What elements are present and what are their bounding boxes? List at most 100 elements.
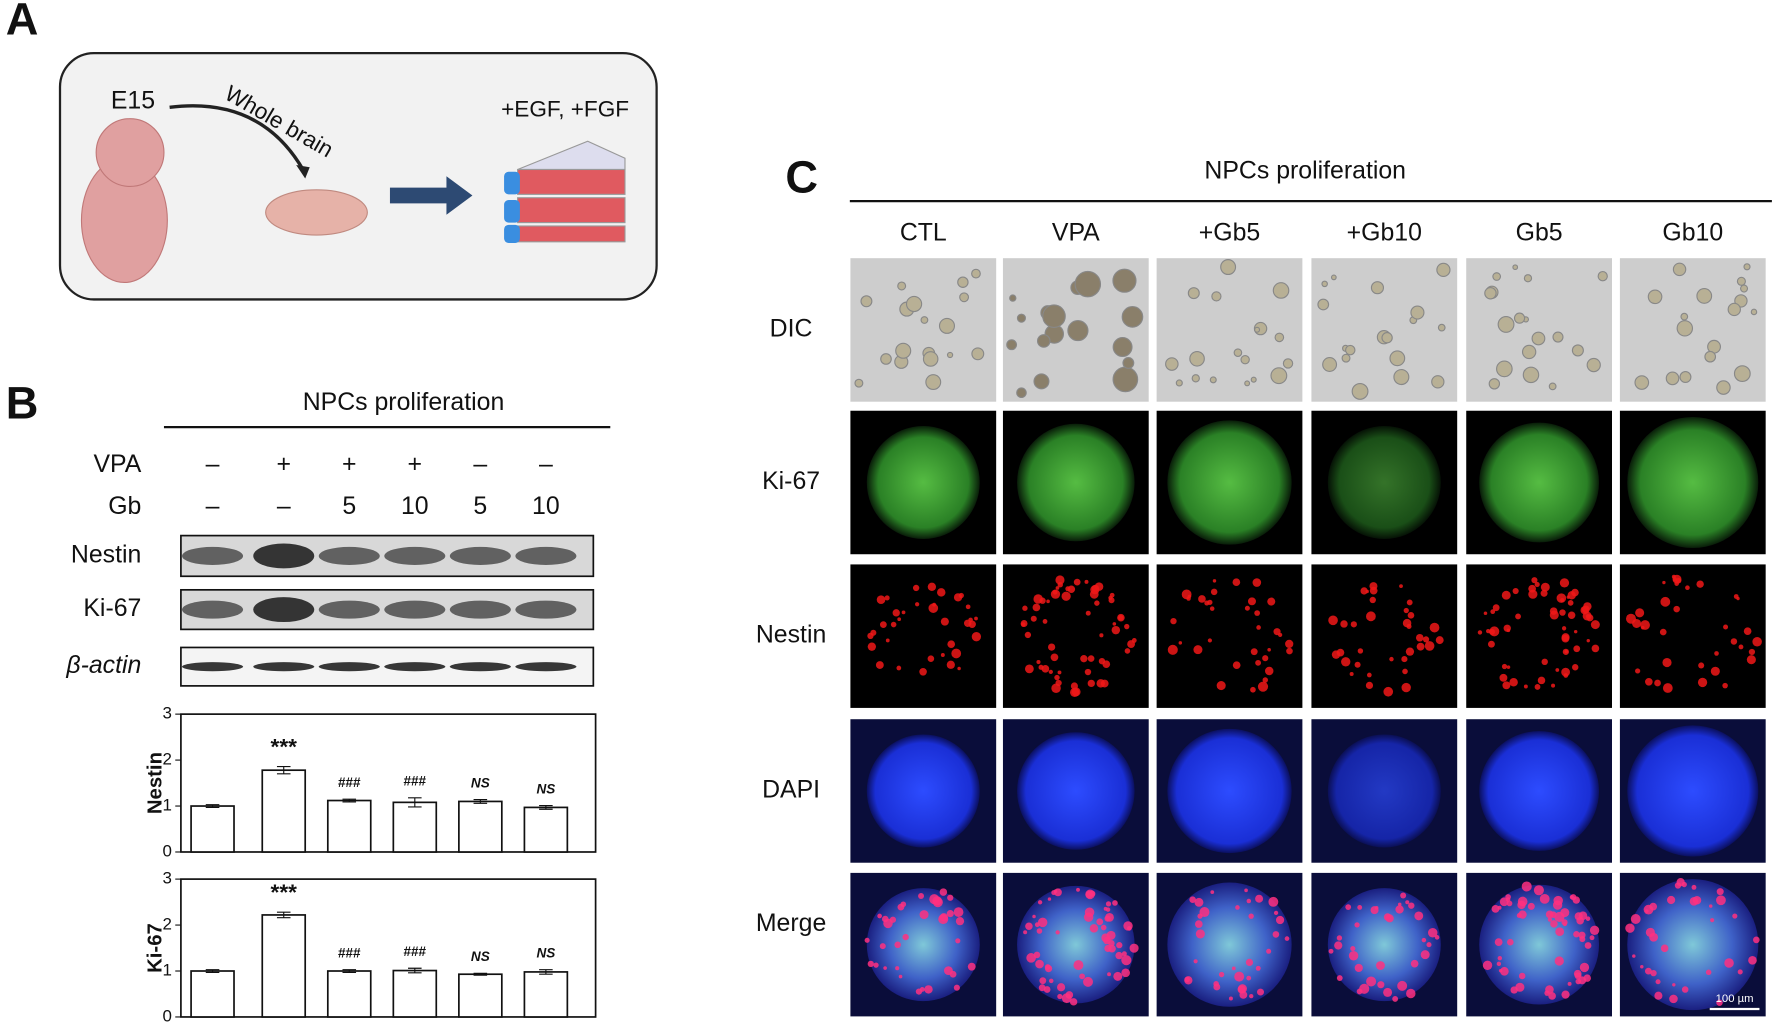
nucleus: [1497, 955, 1503, 961]
cell: [1042, 304, 1066, 329]
nucleus: [1195, 920, 1203, 928]
nucleus: [1722, 682, 1728, 689]
nucleus: [1328, 948, 1334, 954]
nucleus: [1336, 975, 1343, 981]
bar: [190, 970, 235, 1018]
nucleus: [1560, 908, 1570, 918]
nucleus: [919, 910, 929, 920]
nucleus: [1273, 910, 1279, 916]
nucleus: [1681, 986, 1689, 993]
nucleus: [1080, 655, 1088, 663]
nucleus: [1746, 655, 1756, 665]
micrograph: [1310, 718, 1459, 864]
nucleus: [1244, 888, 1248, 893]
cell: [946, 351, 954, 359]
nucleus: [1654, 679, 1661, 687]
sphere: [1627, 879, 1759, 1011]
nucleus: [1053, 889, 1058, 893]
nucleus: [1112, 622, 1117, 626]
nucleus: [919, 987, 925, 992]
nucleus: [1753, 936, 1760, 944]
nucleus: [1635, 608, 1645, 618]
nucleus: [1284, 936, 1290, 941]
nucleus: [1275, 915, 1285, 925]
nucleus: [1198, 595, 1206, 603]
bar: [326, 970, 372, 1018]
row-label: Merge: [756, 910, 826, 937]
nucleus: [1043, 986, 1051, 993]
significance-label: ***: [271, 880, 298, 905]
nucleus: [918, 893, 925, 900]
nucleus: [1112, 900, 1118, 906]
cell: [1009, 294, 1017, 302]
nucleus: [1691, 884, 1697, 890]
nucleus: [1571, 588, 1579, 597]
row-label: Ki-67: [762, 468, 820, 495]
nucleus: [1732, 913, 1738, 919]
nucleus: [1420, 950, 1430, 960]
cell: [880, 353, 892, 365]
cell: [1393, 369, 1410, 386]
sphere: [1479, 731, 1600, 851]
sphere: [1017, 423, 1135, 542]
nucleus: [1578, 931, 1586, 939]
nucleus: [1272, 931, 1280, 938]
nucleus: [1389, 656, 1394, 662]
nucleus: [1267, 647, 1271, 652]
nucleus: [1403, 607, 1409, 614]
nucleus: [1531, 577, 1538, 584]
nucleus: [1067, 585, 1076, 594]
flask-stack: [504, 140, 626, 243]
nucleus: [1723, 624, 1729, 630]
panel-title: NPCs proliferation: [1204, 157, 1406, 184]
nucleus: [1427, 927, 1438, 938]
nucleus: [870, 629, 877, 636]
cell: [1410, 305, 1425, 320]
cell: [1680, 312, 1689, 321]
treatment-label: 5: [473, 493, 487, 520]
nucleus: [1527, 902, 1535, 910]
micrograph: [1618, 563, 1767, 710]
nucleus: [883, 966, 887, 970]
cell: [1436, 262, 1451, 277]
nucleus: [1724, 958, 1734, 968]
nucleus: [883, 918, 893, 929]
nucleus: [1632, 954, 1636, 958]
y-tick-label: 3: [162, 869, 171, 888]
cell: [1189, 350, 1205, 367]
nucleus: [1100, 924, 1107, 931]
nucleus: [1048, 643, 1056, 651]
micrograph: [1618, 718, 1767, 864]
cell: [922, 351, 939, 367]
nucleus: [1035, 959, 1044, 969]
nucleus: [1510, 986, 1518, 994]
nucleus: [929, 894, 940, 905]
nucleus: [1660, 596, 1671, 607]
stage-label: E15: [111, 87, 155, 114]
nucleus: [1518, 910, 1527, 919]
cell: [1571, 344, 1584, 357]
blot-band: [384, 546, 446, 565]
nucleus: [1231, 966, 1236, 971]
micrograph-frame: [1618, 563, 1767, 710]
micrograph: [1155, 718, 1304, 864]
nucleus: [1340, 620, 1348, 628]
nucleus: [1257, 681, 1269, 692]
nucleus: [1748, 648, 1756, 656]
nucleus: [1662, 683, 1673, 693]
nucleus: [1247, 597, 1256, 606]
nucleus: [1415, 633, 1424, 642]
sphere: [1479, 884, 1600, 1005]
cell: [1513, 312, 1526, 324]
error-bar: [408, 797, 422, 808]
nucleus: [884, 595, 890, 601]
nucleus: [1625, 613, 1636, 624]
nucleus: [1357, 904, 1363, 910]
cell: [1597, 271, 1608, 282]
nucleus: [1366, 611, 1376, 622]
nucleus: [1630, 914, 1641, 924]
panel-label: A: [6, 0, 39, 45]
nucleus: [1037, 917, 1048, 928]
y-tick-label: 2: [162, 915, 171, 934]
cell: [1272, 282, 1290, 299]
